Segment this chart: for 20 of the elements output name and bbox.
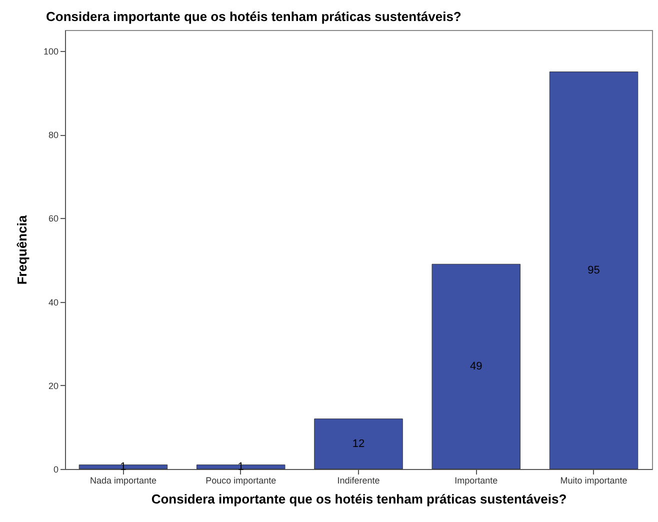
chart-title: Considera importante que os hotéis tenham práticas sustentáveis? xyxy=(46,9,462,24)
x-tick-label: Importante xyxy=(454,476,498,486)
data-label: 12 xyxy=(352,438,365,450)
y-tick-label: 20 xyxy=(48,380,58,391)
x-tick-label: Indiferente xyxy=(337,476,380,486)
x-tick-label: Pouco importante xyxy=(206,476,276,486)
bar xyxy=(314,418,403,470)
y-axis-title: Frequência xyxy=(14,214,30,285)
bar xyxy=(432,264,520,470)
data-label: 49 xyxy=(470,360,482,373)
y-tick-label: 60 xyxy=(48,214,58,224)
x-tick-label: Muito importante xyxy=(560,476,628,486)
x-tick-label: Nada importante xyxy=(90,476,157,486)
data-label: 95 xyxy=(588,264,600,276)
y-tick-label: 0 xyxy=(53,464,58,474)
bar xyxy=(549,72,638,470)
y-tick-label: 80 xyxy=(48,130,58,140)
y-tick-label: 100 xyxy=(43,46,58,56)
x-axis-title: Considera importante que os hotéis tenham práticas sustentáveis? xyxy=(151,492,567,506)
y-tick-label: 40 xyxy=(48,297,58,308)
